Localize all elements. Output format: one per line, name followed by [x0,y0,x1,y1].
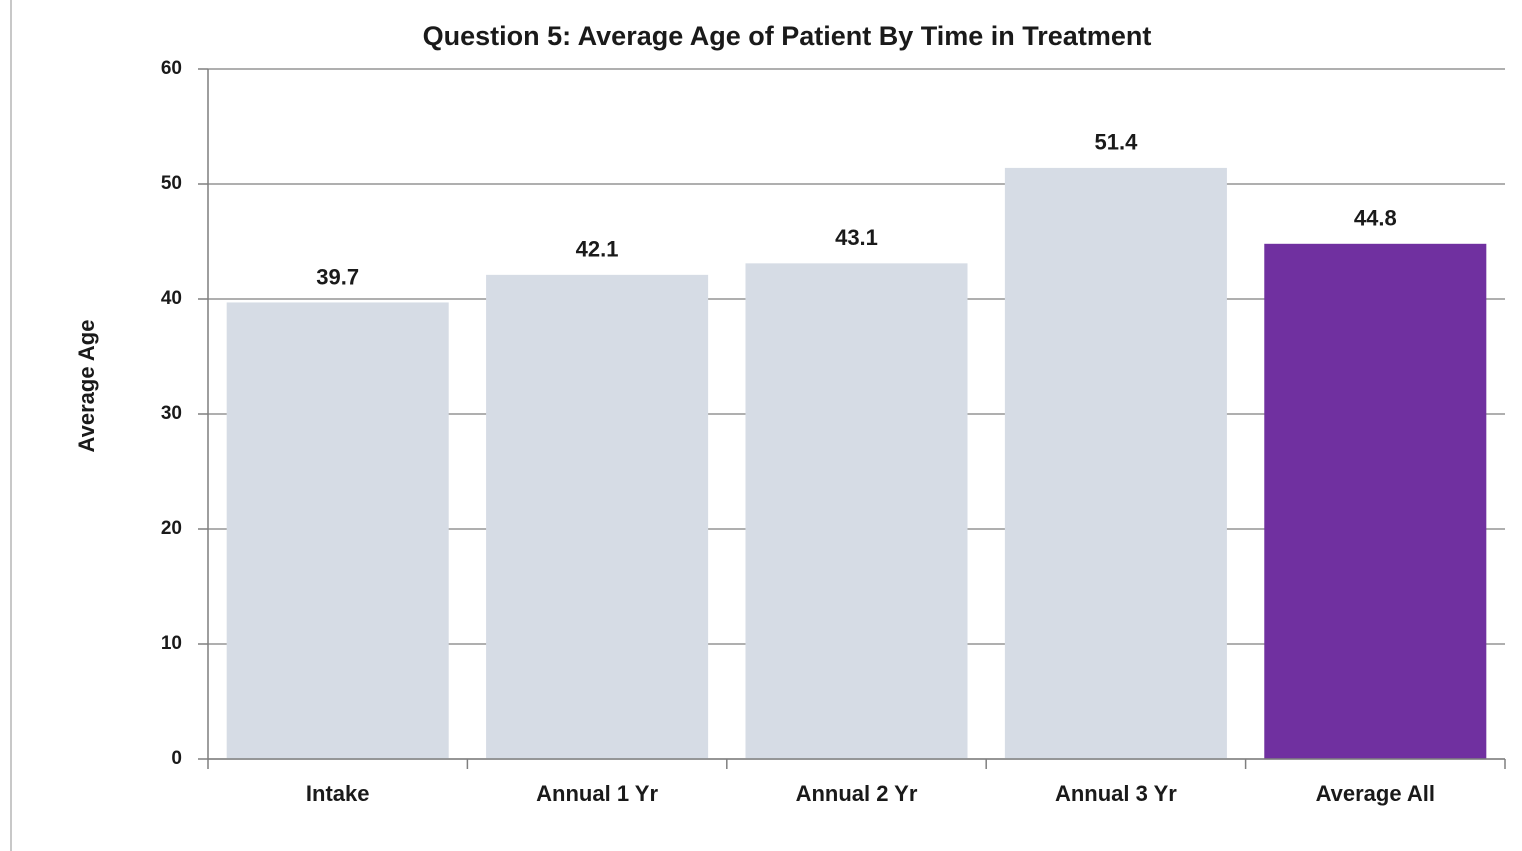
y-tick-label: 30 [161,403,182,424]
data-label: 43.1 [835,225,878,250]
y-tick-label: 50 [161,173,182,194]
x-tick-label: Average All [1316,781,1435,806]
x-tick-label: Annual 2 Yr [796,781,918,806]
bar [226,302,449,759]
bar [486,274,709,759]
data-label: 44.8 [1354,206,1397,231]
data-label: 39.7 [316,264,359,289]
bar [1264,243,1487,760]
x-tick-label: Intake [306,781,370,806]
bar [745,263,968,759]
chart-title: Question 5: Average Age of Patient By Ti… [423,21,1152,51]
y-tick-label: 0 [171,748,182,769]
data-label: 51.4 [1094,130,1138,155]
y-tick-label: 40 [161,288,182,309]
y-axis-label: Average Age [74,320,99,453]
x-tick-label: Annual 3 Yr [1055,781,1177,806]
y-tick-label: 10 [161,633,182,654]
data-label: 42.1 [576,237,619,262]
y-tick-label: 20 [161,518,182,539]
x-tick-label: Annual 1 Yr [536,781,658,806]
bar [1004,167,1227,759]
y-tick-label: 60 [161,58,182,79]
